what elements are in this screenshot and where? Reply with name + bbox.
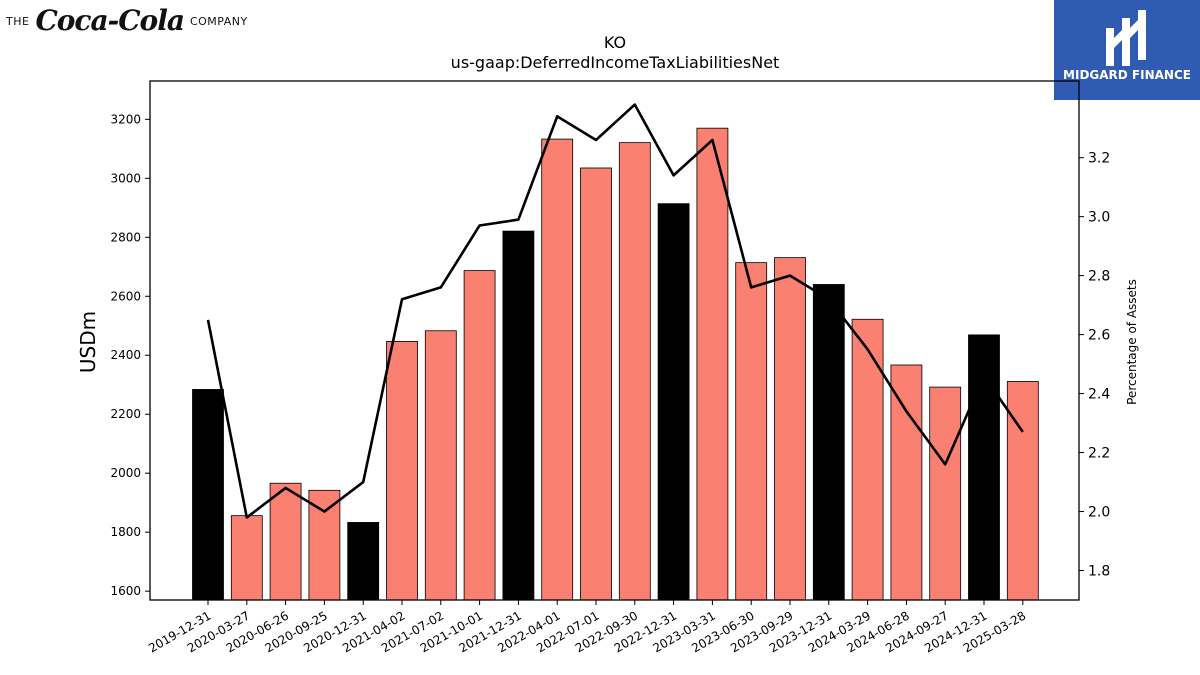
plot-frame <box>149 80 1080 601</box>
y2-tick-label: 3.2 <box>1088 151 1110 167</box>
bar <box>386 340 418 601</box>
bar <box>463 270 496 601</box>
bar <box>347 522 380 601</box>
bar <box>657 203 690 601</box>
y-tick-label: 2000 <box>110 466 141 480</box>
y-tick-label: 2400 <box>110 348 141 362</box>
bar <box>929 386 962 601</box>
bar <box>851 318 884 601</box>
bar <box>424 330 457 601</box>
bar <box>308 489 341 601</box>
bar <box>230 515 263 601</box>
coca-cola-logo: THE Coca-Cola COMPANY <box>6 4 248 38</box>
y-axis-left: 1600 1800 2000 2200 2400 2600 2800 3000 3200 <box>110 112 150 598</box>
y-tick-label: 3000 <box>110 171 141 185</box>
chart-subtitle: us-gaap:DeferredIncomeTaxLiabilitiesNet <box>451 53 780 72</box>
x-axis: 2019-12-312020-03-272020-06-262020-09-25… <box>146 600 1028 655</box>
y-tick-label: 2600 <box>110 289 141 303</box>
y2-tick-label: 2.6 <box>1088 328 1110 344</box>
bar <box>580 167 612 601</box>
chart-title: KO <box>604 33 626 52</box>
y-tick-label: 2200 <box>110 407 141 421</box>
bar <box>269 482 302 601</box>
y2-tick-label: 2.0 <box>1088 505 1110 521</box>
bar <box>192 389 224 601</box>
bar <box>735 262 768 601</box>
y2-tick-label: 1.8 <box>1088 564 1110 580</box>
line-series <box>206 103 1024 519</box>
line-path <box>206 103 1024 519</box>
y2-tick-label: 3.0 <box>1088 210 1110 226</box>
logo-name: MIDGARD FINANCE <box>1063 68 1191 82</box>
bar <box>812 284 845 601</box>
bar <box>890 364 923 601</box>
bar <box>502 230 535 601</box>
midgard-finance-logo: MIDGARD FINANCE <box>1054 0 1200 100</box>
y-tick-label: 2800 <box>110 230 141 244</box>
logo-script: Coca-Cola <box>35 4 185 37</box>
bar-series <box>192 127 1039 601</box>
y2-tick-label: 2.2 <box>1088 446 1110 462</box>
y-tick-label: 1800 <box>110 525 141 539</box>
bar <box>541 138 574 601</box>
logo-prefix: THE <box>6 14 30 28</box>
y2-tick-label: 2.8 <box>1088 269 1110 285</box>
midgard-mark-icon <box>1106 10 1146 66</box>
y-axis-label: USDm <box>76 311 100 373</box>
y2-axis-label: Percentage of Assets <box>1125 279 1139 405</box>
y-tick-label: 1600 <box>110 584 141 598</box>
bar <box>696 127 729 601</box>
bar <box>774 257 806 601</box>
bar <box>1006 381 1039 601</box>
y-axis-right: 1.8 2.0 2.2 2.4 2.6 2.8 3.0 3.2 <box>1079 151 1110 580</box>
y-tick-label: 3200 <box>110 112 141 126</box>
bar <box>618 142 651 601</box>
logo-suffix: COMPANY <box>189 14 248 28</box>
y2-tick-label: 2.4 <box>1088 387 1110 403</box>
